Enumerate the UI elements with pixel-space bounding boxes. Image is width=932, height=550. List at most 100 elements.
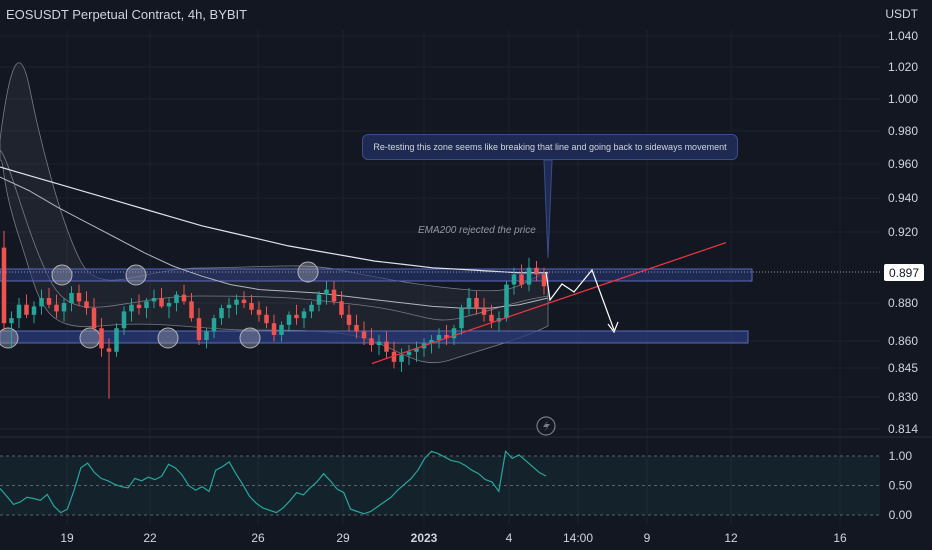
touch-marker [79, 327, 101, 349]
candle-body [264, 314, 269, 324]
rsi-panel: 1.00 0.50 0.00 [0, 449, 912, 522]
candle-body [166, 303, 172, 307]
callout-note[interactable]: Re-testing this zone seems like breaking… [362, 134, 738, 160]
candle-body [429, 339, 434, 344]
price-tick-label: 0.830 [888, 390, 918, 404]
price-tick-label: 0.960 [888, 157, 918, 171]
candle-body [541, 274, 547, 287]
candle-body [256, 309, 262, 315]
rsi-tick-label: 1.00 [889, 449, 913, 463]
candle-body [301, 311, 307, 319]
time-tick-label: 19 [60, 531, 74, 545]
candle-body [91, 308, 97, 329]
moving-averages [0, 166, 549, 309]
candle-body [46, 298, 52, 305]
candle-body [271, 323, 277, 335]
time-tick-label: 26 [251, 531, 265, 545]
candle-body [31, 306, 37, 315]
projection-path [545, 268, 615, 331]
time-tick-label: 22 [143, 531, 157, 545]
price-axis-currency: USDT [885, 7, 918, 21]
touch-marker [239, 327, 261, 349]
candle-body [129, 304, 134, 312]
time-tick-label: 12 [724, 531, 738, 545]
callout-pointer [543, 159, 553, 259]
candle-body [144, 301, 149, 309]
candle-body [309, 304, 314, 312]
candle-body [211, 318, 217, 332]
touch-marker [157, 327, 179, 349]
candle-body [54, 304, 59, 312]
candle-body [361, 331, 367, 339]
candle-body [481, 308, 487, 315]
rsi-tick-label: 0.50 [889, 479, 913, 493]
price-tick-label: 0.845 [888, 361, 918, 375]
candle-body [474, 298, 479, 309]
candle-body [136, 304, 142, 309]
rsi-line [0, 450, 547, 515]
candle-body [346, 314, 352, 325]
candle-body [316, 294, 322, 305]
candle-body [391, 351, 397, 362]
candle-body [114, 328, 119, 352]
candle-body [39, 298, 44, 307]
candle-body [234, 299, 239, 305]
time-axis[interactable]: 19 22 26 29 2023 4 14:00 9 12 16 [60, 531, 847, 545]
candle-body [219, 308, 224, 319]
ema-secondary-line [0, 176, 549, 309]
candle-body [534, 267, 539, 275]
candle-body [519, 274, 524, 285]
price-axis[interactable]: 1.040 1.020 1.000 0.980 0.960 0.940 0.920 0.880… [884, 29, 924, 436]
current-price-badge [884, 264, 924, 281]
candle-body [9, 318, 14, 324]
trend-line [371, 242, 727, 365]
rsi-tick-label: 0.00 [889, 508, 913, 522]
candle-body [444, 334, 449, 339]
candle-body [84, 301, 89, 309]
candle-body [511, 274, 517, 285]
candle-body [151, 298, 157, 302]
price-tick-label: 1.040 [888, 29, 918, 43]
touch-marker [125, 264, 147, 286]
ema-note: EMA200 rejected the price [418, 225, 536, 236]
time-tick-label: 14:00 [563, 531, 593, 545]
projection-arrowhead [607, 321, 619, 334]
price-tick-label: 0.980 [888, 124, 918, 138]
price-tick-label: 0.880 [888, 296, 918, 310]
time-tick-label: 9 [644, 531, 651, 545]
candle-body [459, 308, 464, 329]
chart-title: EOSUSDT Perpetual Contract, 4h, BYBIT [6, 7, 248, 22]
candle-body [249, 303, 254, 310]
candle-body [451, 328, 457, 339]
price-tick-label: 0.814 [888, 422, 918, 436]
candle-body [279, 324, 284, 335]
candle-body [324, 289, 329, 295]
candle-body [331, 289, 337, 302]
touch-marker [0, 327, 19, 349]
candle-body [61, 303, 67, 312]
lightning-icon-glyph [543, 420, 550, 432]
drawings [0, 159, 880, 436]
candle-body [189, 301, 194, 319]
candle-body [399, 355, 404, 362]
candle-body [24, 304, 29, 315]
price-tick-label: 1.020 [888, 60, 918, 74]
candle-body [489, 314, 494, 322]
price-tick-label: 1.000 [888, 92, 918, 106]
candle-body [466, 298, 472, 309]
candle-body [369, 338, 374, 346]
time-tick-label: 29 [336, 531, 350, 545]
current-price-label: 0.897 [889, 266, 919, 280]
candle-body [159, 298, 164, 307]
price-tick-label: 0.920 [888, 225, 918, 239]
time-tick-label: 2023 [411, 531, 438, 545]
candle-body [286, 314, 292, 325]
candle-body [241, 299, 247, 304]
support-zone [0, 330, 749, 344]
candle-body [99, 328, 104, 349]
candle-body [181, 294, 187, 302]
ema200-line [0, 166, 548, 274]
candle-body [121, 311, 127, 329]
price-tick-label: 0.940 [888, 191, 918, 205]
